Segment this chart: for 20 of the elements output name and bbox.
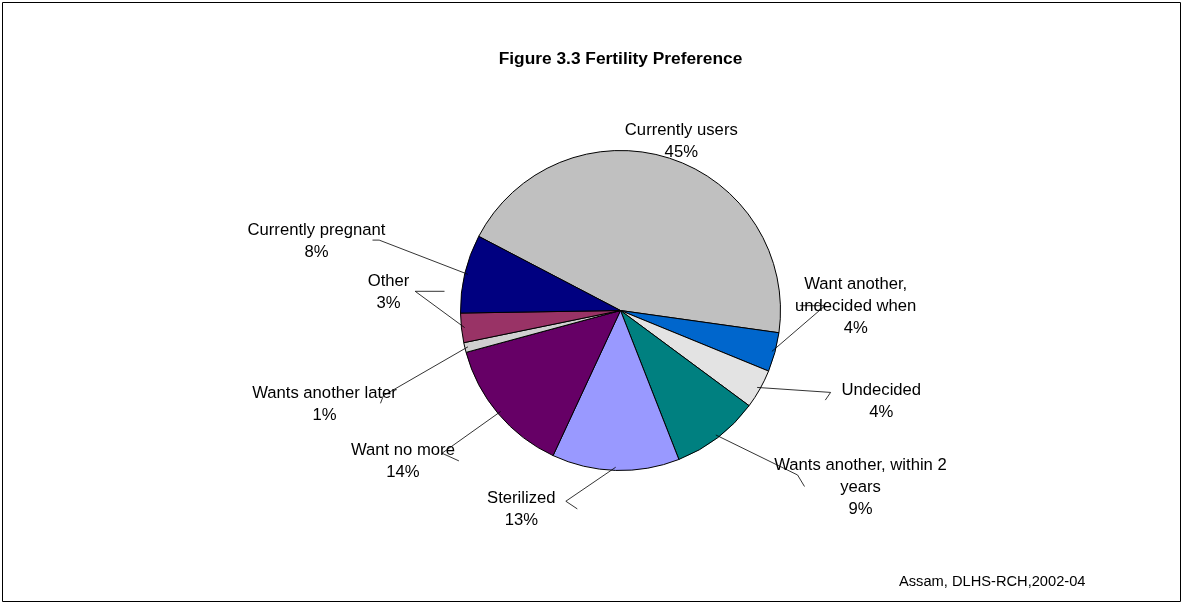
slice-label: Sterilized	[487, 488, 556, 508]
slice-label: Want no more	[350, 440, 455, 460]
slice-label: Other	[367, 270, 410, 290]
data-label: 45%	[664, 142, 699, 162]
data-label: 1%	[312, 404, 337, 424]
chart-title: Figure 3.3 Fertility Preference	[498, 47, 743, 68]
data-label: 3%	[376, 292, 401, 312]
data-label: 13%	[504, 510, 539, 530]
text: Assam, DLHS-RCH,2002-04	[898, 572, 1086, 589]
slice-label: Undecided	[841, 379, 922, 399]
data-label: 9%	[848, 498, 873, 518]
slice-label: Wants another, within 2 years	[774, 455, 947, 496]
data-label: 4%	[843, 318, 868, 338]
slice-label: Currently users	[624, 120, 738, 140]
slice-label: Currently pregnant	[247, 219, 386, 239]
data-label: 14%	[386, 462, 420, 482]
slice-label: Want another, undecided when	[795, 274, 917, 316]
slice-label: Wants another later	[252, 382, 398, 402]
data-label: 8%	[304, 241, 329, 261]
data-label: 4%	[869, 401, 894, 421]
